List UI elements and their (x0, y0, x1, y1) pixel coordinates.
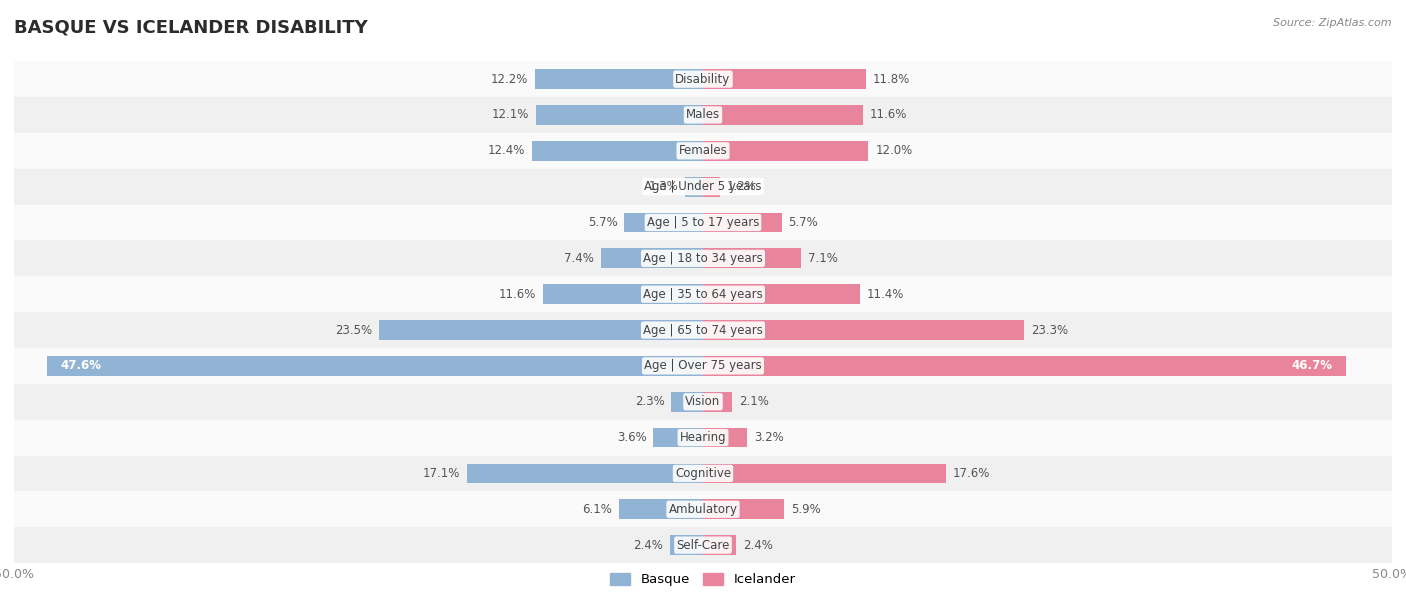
Bar (703, 428, 747, 447)
Text: 11.8%: 11.8% (873, 73, 910, 86)
Text: Age | Over 75 years: Age | Over 75 years (644, 359, 762, 372)
Text: Females: Females (679, 144, 727, 157)
Text: 12.1%: 12.1% (492, 108, 530, 121)
Bar (703, 212, 782, 233)
Bar (703, 248, 801, 268)
Text: 1.3%: 1.3% (648, 180, 678, 193)
Bar (467, 463, 703, 483)
Bar (685, 177, 703, 196)
Bar (14, 491, 1392, 527)
Text: Vision: Vision (685, 395, 721, 408)
Text: Age | Under 5 years: Age | Under 5 years (644, 180, 762, 193)
Text: Source: ZipAtlas.com: Source: ZipAtlas.com (1274, 18, 1392, 28)
Text: 3.6%: 3.6% (617, 431, 647, 444)
Bar (14, 455, 1392, 491)
Text: 3.2%: 3.2% (754, 431, 783, 444)
Text: 12.0%: 12.0% (875, 144, 912, 157)
Text: 2.3%: 2.3% (634, 395, 665, 408)
Bar (14, 241, 1392, 276)
Text: Age | 18 to 34 years: Age | 18 to 34 years (643, 252, 763, 265)
Text: 6.1%: 6.1% (582, 503, 612, 516)
Text: Males: Males (686, 108, 720, 121)
Bar (531, 141, 703, 161)
Text: Cognitive: Cognitive (675, 467, 731, 480)
Bar (703, 177, 720, 196)
Bar (703, 69, 866, 89)
Text: 12.2%: 12.2% (491, 73, 529, 86)
Bar (543, 285, 703, 304)
Bar (703, 105, 863, 125)
Legend: Basque, Icelander: Basque, Icelander (605, 567, 801, 592)
Text: Age | 35 to 64 years: Age | 35 to 64 years (643, 288, 763, 300)
Text: BASQUE VS ICELANDER DISABILITY: BASQUE VS ICELANDER DISABILITY (14, 18, 368, 36)
Bar (14, 204, 1392, 241)
Bar (703, 320, 1024, 340)
Text: 23.5%: 23.5% (335, 324, 373, 337)
Text: Ambulatory: Ambulatory (668, 503, 738, 516)
Text: Age | 5 to 17 years: Age | 5 to 17 years (647, 216, 759, 229)
Bar (14, 61, 1392, 97)
Bar (534, 69, 703, 89)
Bar (600, 248, 703, 268)
Text: 17.1%: 17.1% (423, 467, 461, 480)
Bar (669, 536, 703, 555)
Text: 2.1%: 2.1% (738, 395, 769, 408)
Text: 46.7%: 46.7% (1292, 359, 1333, 372)
Bar (703, 463, 945, 483)
Text: 2.4%: 2.4% (742, 539, 773, 551)
Text: 5.7%: 5.7% (588, 216, 617, 229)
Text: 5.7%: 5.7% (789, 216, 818, 229)
Text: 5.9%: 5.9% (792, 503, 821, 516)
Bar (48, 356, 703, 376)
Bar (703, 499, 785, 519)
Bar (14, 384, 1392, 420)
Text: Hearing: Hearing (679, 431, 727, 444)
Bar (14, 348, 1392, 384)
Text: 47.6%: 47.6% (60, 359, 101, 372)
Text: 7.1%: 7.1% (807, 252, 838, 265)
Bar (14, 276, 1392, 312)
Text: 2.4%: 2.4% (633, 539, 664, 551)
Bar (703, 392, 733, 412)
Bar (14, 312, 1392, 348)
Text: 17.6%: 17.6% (952, 467, 990, 480)
Text: 1.2%: 1.2% (727, 180, 756, 193)
Bar (703, 536, 737, 555)
Bar (14, 527, 1392, 563)
Text: Age | 65 to 74 years: Age | 65 to 74 years (643, 324, 763, 337)
Bar (536, 105, 703, 125)
Text: 11.6%: 11.6% (870, 108, 907, 121)
Bar (14, 420, 1392, 455)
Bar (703, 285, 860, 304)
Bar (654, 428, 703, 447)
Text: Self-Care: Self-Care (676, 539, 730, 551)
Bar (703, 141, 869, 161)
Text: Disability: Disability (675, 73, 731, 86)
Text: 23.3%: 23.3% (1031, 324, 1069, 337)
Bar (703, 356, 1347, 376)
Text: 11.6%: 11.6% (499, 288, 536, 300)
Text: 12.4%: 12.4% (488, 144, 526, 157)
Bar (671, 392, 703, 412)
Bar (380, 320, 703, 340)
Bar (619, 499, 703, 519)
Text: 11.4%: 11.4% (868, 288, 904, 300)
Bar (14, 97, 1392, 133)
Text: 7.4%: 7.4% (564, 252, 595, 265)
Bar (14, 133, 1392, 169)
Bar (14, 169, 1392, 204)
Bar (624, 212, 703, 233)
